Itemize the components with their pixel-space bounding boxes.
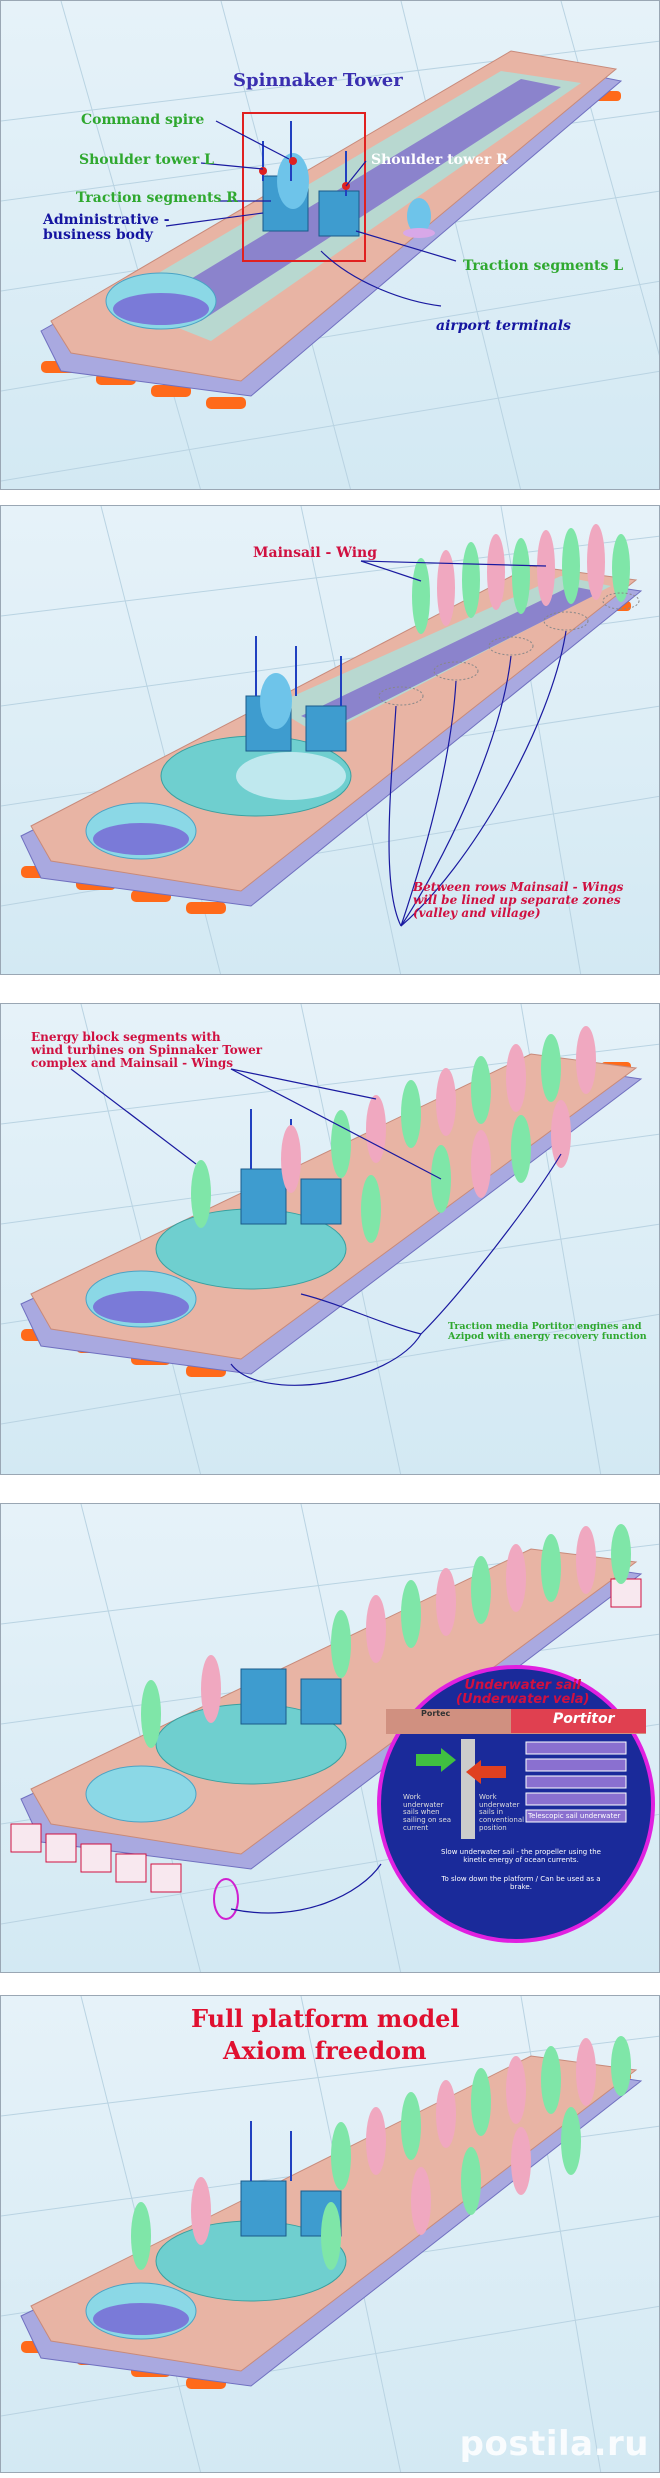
wings <box>141 1524 631 1748</box>
inset-note-left: Work underwater sails when sailing on se… <box>403 1793 452 1832</box>
full-model-title-line1: Full platform model <box>191 2004 460 2033</box>
spinnaker-tower <box>240 1668 342 1725</box>
inset-label-telescopic: Telescopic sail underwater <box>528 1812 621 1820</box>
label-traction-segments-r: Traction segments R <box>76 190 238 206</box>
inset-portitor-block <box>511 1709 646 1733</box>
label-shoulder-tower-r: Shoulder tower R <box>371 152 508 168</box>
panel-mainsail-wing: Mainsail - Wing Between rows Mainsail - … <box>0 505 660 975</box>
wings <box>131 2036 631 2270</box>
panel-energy-blocks: Energy block segments with wind turbines… <box>0 1003 660 1475</box>
label-traction-segments-l: Traction segments L <box>463 258 624 274</box>
underwater-sails <box>10 1578 642 1893</box>
callout-arrows <box>360 560 567 927</box>
platform-illustration-3 <box>1 1004 659 1474</box>
inset-label-portitor: Portitor <box>553 1711 615 1727</box>
platform-illustration-4 <box>1 1504 659 1972</box>
mainsail-wings <box>412 524 630 634</box>
airport-dome-base <box>93 1291 189 1323</box>
panel-spinnaker-tower: Spinnaker Tower Command spire Shoulder t… <box>0 0 660 490</box>
inset-arrow-right <box>416 1748 456 1772</box>
airport-dome <box>85 1765 197 1823</box>
tower-callout-box <box>242 112 366 262</box>
panel-full-platform: Full platform model Axiom freedom postil… <box>0 1995 660 2473</box>
label-between-rows: Between rows Mainsail - Wings will be li… <box>413 880 624 921</box>
label-shoulder-tower-l: Shoulder tower L <box>79 152 214 168</box>
callout-arrows <box>165 120 457 307</box>
platform-illustration-2 <box>1 506 659 974</box>
airport-dome-base <box>93 823 189 855</box>
full-model-title-line2: Axiom freedom <box>223 2036 427 2065</box>
callout-arrows <box>70 1068 562 1386</box>
label-mainsail-wing: Mainsail - Wing <box>253 545 377 561</box>
spinnaker-tower-title: Spinnaker Tower <box>233 70 403 91</box>
admin-body-top <box>236 752 346 800</box>
airport-dome-base <box>93 2303 189 2335</box>
label-traction-media: Traction media Portitor engines and Azip… <box>448 1321 647 1343</box>
watermark: postila.ru <box>459 2424 649 2464</box>
platform-illustration-5 <box>1 1996 659 2472</box>
inset-note-mid: Work underwater sails in conventional po… <box>479 1793 525 1832</box>
runway <box>301 586 601 728</box>
inset-label-portec: Portec <box>421 1709 451 1718</box>
inset-title: Underwater sail (Underwater vela) <box>456 1678 590 1708</box>
spinnaker-tower <box>259 121 435 238</box>
platform-illustration-1 <box>1 1 659 489</box>
inset-circle <box>377 1665 655 1943</box>
label-energy-blocks: Energy block segments with wind turbines… <box>31 1030 263 1071</box>
inset-note-bottom2: To slow down the platform / Can be used … <box>441 1875 601 1891</box>
inset-shaft <box>461 1739 475 1839</box>
highlight-oval <box>213 1878 239 1920</box>
inset-arrow-left <box>466 1760 506 1784</box>
inset-note-bottom1: Slow underwater sail - the propeller usi… <box>441 1848 601 1864</box>
label-command-spire: Command spire <box>81 112 205 128</box>
inset-telescopic-sail <box>525 1741 627 1823</box>
zone-ovals <box>378 592 640 706</box>
label-administrative-body: Administrative - business body <box>43 212 170 244</box>
energy-wings <box>191 1026 596 1243</box>
spinnaker-tower <box>245 636 347 752</box>
panel-underwater-sail: Underwater sail (Underwater vela) Portec… <box>0 1503 660 1973</box>
airport-dome-base <box>113 293 209 325</box>
label-airport-terminals: airport terminals <box>436 318 571 334</box>
callout-arrow <box>230 1863 382 1914</box>
